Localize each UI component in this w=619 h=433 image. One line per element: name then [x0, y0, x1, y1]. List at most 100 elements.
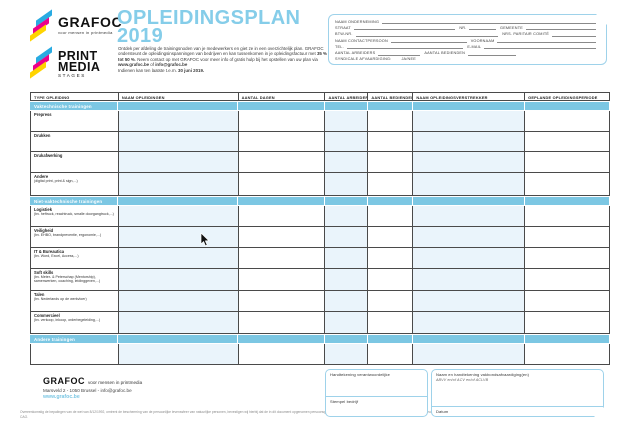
- section-band-cell: [325, 335, 368, 343]
- aantal-bedienden-label: AANTAL BEDIENDEN: [424, 51, 466, 56]
- mouse-cursor: [200, 233, 210, 247]
- row-label: Commercieel: [34, 312, 60, 318]
- table-cell: [525, 248, 610, 268]
- table-cell: [413, 248, 526, 268]
- aantal-arbeiders-label: AANTAL ARBEIDERS: [335, 51, 376, 56]
- table-cell: [118, 227, 239, 247]
- row-sublabel: (bv. heftruck, reachtruck, smalle doorga…: [34, 212, 114, 217]
- intro-link[interactable]: www.grafoc.be: [118, 62, 150, 68]
- table-cell: [118, 291, 239, 311]
- form-row-contact: NAAM CONTACTPERSOON VOORNAAM: [335, 37, 600, 43]
- table-cell: [525, 132, 610, 151]
- table-cell: [525, 152, 610, 172]
- company-info-form: NAAM ONDERNEMING STRAAT NR. GEMEENTE BTW…: [328, 14, 607, 65]
- printmedia-line1: PRINT: [58, 49, 98, 63]
- legal-text: Overeenkomstig de bepalingen van de wet …: [20, 410, 594, 419]
- table-cell: [413, 269, 526, 290]
- section-band-label: Vaktechnische trainingen: [30, 102, 118, 110]
- table-cell: [413, 227, 526, 247]
- column-header: AANTAL ARBEIDERS: [325, 93, 369, 100]
- grafoc-logo-tagline: voor mensen in printmedia: [58, 30, 113, 35]
- table-row: Andere (digital print, print & sign,...): [30, 173, 610, 196]
- signature-box-left: Handtekening verantwoordelijke Stempel b…: [325, 369, 428, 417]
- vakbond-sublabel: ABVV en/of ACV en/of ACLVB: [436, 377, 489, 382]
- table-row: Soft skills (bv. Meter- & Peterschap (Men…: [30, 269, 610, 291]
- table-cell: [325, 227, 369, 247]
- straat-field: [354, 25, 455, 30]
- table-cell: [325, 291, 369, 311]
- aantal-arbeiders-field: [378, 51, 420, 56]
- section-band-cell: [238, 335, 325, 343]
- vakbond-cell: Naam en handtekening vakbondsafvaardigin…: [432, 370, 603, 407]
- intro-segment: Ontdek per afdeling de trainingsnoden va…: [118, 46, 324, 57]
- gemeente-label: GEMEENTE: [500, 25, 523, 30]
- row-sublabel: (bv. Meter- & Peterschap (Mentorship), s…: [34, 275, 101, 284]
- table-row: Commercieel (bv. verkoop, inkoop, orderbe…: [30, 312, 610, 334]
- table-cell: [325, 132, 369, 151]
- table-cell: [368, 248, 414, 268]
- table-cell: [413, 291, 526, 311]
- page-title-line1: OPLEIDINGSPLAN: [117, 7, 301, 29]
- table-row: Drukafwerking: [30, 152, 610, 173]
- table-cell: [413, 152, 526, 172]
- table-cell: [325, 312, 369, 333]
- table-cell: [325, 173, 369, 195]
- ja-nee-option: JA/NEE: [401, 57, 416, 62]
- footer-website-link[interactable]: www.grafoc.be: [43, 394, 80, 400]
- row-label: Drukafwerking: [34, 152, 63, 158]
- table-cell: [118, 344, 239, 364]
- vakbond-label: Naam en handtekening vakbondsafvaardigin…: [436, 372, 530, 377]
- page-title-line2: 2019: [117, 24, 164, 47]
- form-row-adres: STRAAT NR. GEMEENTE: [335, 24, 600, 30]
- section-band-cell: [118, 335, 238, 343]
- stempel-bedrijf-cell: Stempel bedrijf: [330, 399, 359, 404]
- grafoc-logo: GRAFOC voor mensen in printmedia: [30, 9, 160, 45]
- footer-address: Marsveld 2 - 1050 Brussel - info@grafoc.…: [43, 387, 132, 393]
- section-band-cell: [413, 197, 525, 205]
- section-band: Vaktechnische trainingen: [30, 101, 610, 111]
- btw-label: BTW-NR.: [335, 32, 353, 37]
- table-cell: [368, 269, 414, 290]
- table-cell: [238, 152, 326, 172]
- table-cell: [118, 111, 239, 131]
- row-label-cell: Prepress: [31, 111, 119, 131]
- table-cell: [413, 132, 526, 151]
- intro-link[interactable]: info@grafoc.be: [155, 62, 188, 68]
- row-sublabel: (digital print, print & sign,...): [34, 179, 78, 184]
- form-row-onderneming: NAAM ONDERNEMING: [335, 18, 600, 24]
- form-row-syndicaal: SYNDICALE AFVAARDIGING: JA/NEE: [335, 56, 600, 62]
- aantal-bedienden-field: [468, 51, 516, 56]
- naam-onderneming-field: [382, 19, 596, 24]
- table-cell: [368, 312, 414, 333]
- intro-segment: 35 % tot 50 %: [118, 51, 327, 62]
- table-cell: [525, 312, 610, 333]
- printmedia-line3: STAGES: [58, 73, 86, 78]
- table-cell: [368, 344, 414, 364]
- section-band-cell: [368, 335, 413, 343]
- table-header-row: TYPE OPLEIDING NAAM OPLEIDINGEN AANTAL DAG…: [30, 92, 610, 101]
- grafoc-logo-text: GRAFOC: [58, 14, 123, 30]
- datum-cell: Datum: [436, 409, 449, 414]
- page-title: OPLEIDINGSPLAN 2019: [117, 7, 301, 47]
- email-label: E-MAIL: [467, 44, 482, 49]
- form-row-aantallen: AANTAL ARBEIDERS AANTAL BEDIENDEN: [335, 49, 600, 55]
- section-band-cell: [525, 335, 610, 343]
- table-cell: [368, 291, 414, 311]
- voornaam-label: VOORNAAM: [470, 38, 495, 43]
- table-cell: [238, 132, 326, 151]
- table-row: Prepress: [30, 111, 610, 132]
- table-cell: [118, 269, 239, 290]
- section-band: Andere trainingen: [30, 334, 610, 344]
- row-label-cell: IT & Bureautica (bv. Word, Excel, Access,…: [31, 248, 119, 268]
- table-cell: [238, 173, 326, 195]
- section-band-label: Niet-vaktechnische trainingen: [30, 197, 118, 205]
- row-label-cell: Andere (digital print, print & sign,...): [31, 173, 119, 195]
- section-band-cell: [413, 335, 525, 343]
- table-cell: [413, 344, 526, 364]
- table-cell: [325, 344, 369, 364]
- handtekening-verantwoordelijke-cell: Handtekening verantwoordelijke: [326, 370, 427, 397]
- column-header: NAAM OPLEIDINGEN: [119, 93, 239, 100]
- signature-box-right: Naam en handtekening vakbondsafvaardigin…: [431, 369, 604, 417]
- section-band-cell: [413, 102, 525, 110]
- table-cell: [325, 111, 369, 131]
